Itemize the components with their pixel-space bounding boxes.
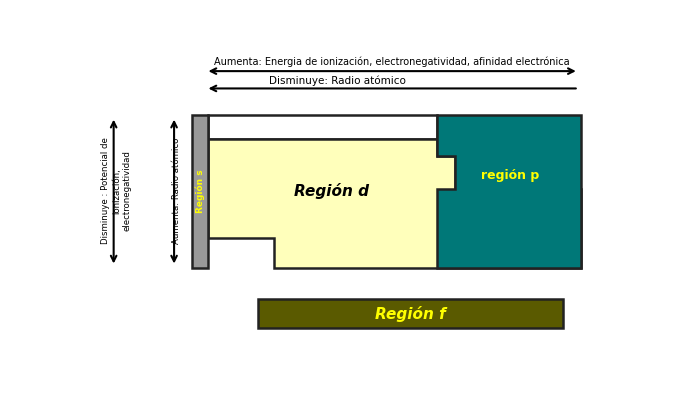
Text: Región s: Región s bbox=[195, 170, 205, 213]
Bar bbox=[258, 299, 563, 328]
Text: Disminuye : Potencial de
ionización,
electronegatividad: Disminuye : Potencial de ionización, ele… bbox=[102, 137, 131, 244]
Bar bbox=[193, 115, 208, 268]
Text: Región f: Región f bbox=[375, 306, 446, 321]
Text: Disminuye: Radio atómico: Disminuye: Radio atómico bbox=[268, 75, 405, 86]
Text: Aumenta: Radio atómico: Aumenta: Radio atómico bbox=[172, 137, 181, 244]
Bar bbox=[208, 115, 437, 139]
Text: región p: región p bbox=[481, 169, 540, 182]
Text: Región d: Región d bbox=[294, 183, 370, 199]
Text: Aumenta: Energia de ionización, electronegatividad, afinidad electrónica: Aumenta: Energia de ionización, electron… bbox=[214, 57, 570, 67]
Polygon shape bbox=[208, 139, 581, 268]
Polygon shape bbox=[437, 115, 581, 268]
